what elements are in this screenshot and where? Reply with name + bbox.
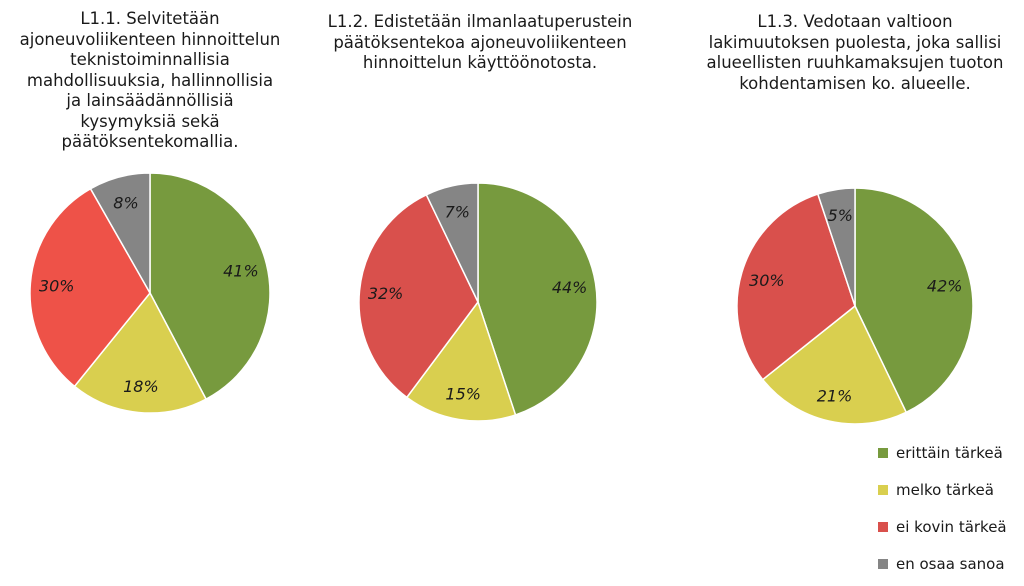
pie-slice-ei-kovin-tarkea — [29, 187, 151, 388]
pie-slice-erittain-tarkea — [854, 187, 974, 414]
data-label-erittain-tarkea: 44% — [552, 278, 588, 297]
data-label-ei-kovin-tarkea: 32% — [368, 284, 404, 303]
title-line: mahdollisuuksia, hallinnollisia — [26, 70, 274, 90]
legend-label: en osaa sanoa — [896, 555, 1005, 573]
data-label-en-osaa-sanoa: 7% — [445, 203, 470, 222]
pie-slice-erittain-tarkea — [149, 172, 271, 401]
legend-item-melko-tarkea: melko tärkeä — [878, 475, 1024, 505]
legend-item-ei-kovin-tarkea: ei kovin tärkeä — [878, 512, 1024, 542]
title-line: ajoneuvoliikenteen hinnoittelun — [19, 29, 281, 49]
pie-slice-ei-kovin-tarkea — [358, 193, 479, 399]
title-line: teknistoiminnallisia — [70, 50, 230, 69]
title-line: L1.3. Vedotaan valtioon — [757, 12, 953, 31]
legend-label: erittäin tärkeä — [896, 444, 1003, 462]
pie-charts: 41% 18% 30% 8% 44% 15% 32% 7% 42% 21% 30% 5% — [29, 172, 974, 425]
chart-title-3: L1.3. Vedotaan valtioon lakimuutoksen pu… — [680, 12, 1024, 94]
legend-swatch — [878, 448, 888, 458]
legend-label: melko tärkeä — [896, 481, 994, 499]
title-line: hinnoittelun käyttöönotosta. — [362, 53, 598, 72]
title-line: lakimuutoksen puolesta, joka sallisi — [708, 32, 1002, 52]
title-line: L1.1. Selvitetään — [80, 9, 220, 28]
title-line: päätöksentekomallia. — [61, 132, 239, 151]
pie-slice-melko-tarkea — [405, 300, 517, 422]
legend-item-erittain-tarkea: erittäin tärkeä — [878, 438, 1024, 468]
data-label-melko-tarkea: 15% — [445, 385, 481, 404]
title-line: L1.2. Edistetään ilmanlaatuperustein — [327, 12, 633, 31]
legend-swatch — [878, 559, 888, 569]
pie-slice-erittain-tarkea — [477, 182, 598, 416]
legend-item-en-osaa-sanoa: en osaa sanoa — [878, 549, 1024, 579]
pie-chart-2: 44% 15% 32% 7% — [358, 182, 598, 422]
data-label-ei-kovin-tarkea: 30% — [39, 276, 75, 295]
pie-chart-1: 41% 18% 30% 8% — [29, 172, 271, 414]
title-line: ja lainsäädännöllisiä — [66, 91, 234, 110]
title-line: päätöksentekoa ajoneuvoliikenteen — [333, 32, 627, 52]
chart-title-1: L1.1. Selvitetään ajoneuvoliikenteen hin… — [0, 9, 300, 153]
title-line: kysymyksiä sekä — [80, 111, 220, 131]
pie-chart-3: 42% 21% 30% 5% — [736, 187, 974, 425]
legend-swatch — [878, 522, 888, 532]
title-line: alueellisten ruuhkamaksujen tuoton — [706, 53, 1004, 72]
data-label-ei-kovin-tarkea: 30% — [749, 271, 785, 290]
data-label-erittain-tarkea: 41% — [223, 262, 259, 281]
data-label-erittain-tarkea: 42% — [927, 277, 963, 296]
legend: erittäin tärkeä melko tärkeä ei kovin tä… — [878, 438, 1024, 586]
data-label-en-osaa-sanoa: 8% — [113, 194, 138, 213]
pie-slice-ei-kovin-tarkea — [736, 193, 856, 381]
chart-title-2: L1.2. Edistetään ilmanlaatuperustein pää… — [320, 12, 640, 74]
pie-slice-en-osaa-sanoa — [425, 182, 479, 303]
data-label-melko-tarkea: 21% — [817, 387, 853, 406]
pie-slice-melko-tarkea — [761, 304, 908, 425]
pie-slice-en-osaa-sanoa — [816, 187, 856, 307]
data-label-melko-tarkea: 18% — [123, 377, 159, 396]
legend-label: ei kovin tärkeä — [896, 518, 1007, 536]
pie-slice-en-osaa-sanoa — [89, 172, 151, 296]
pie-slice-melko-tarkea — [73, 291, 208, 414]
title-line: kohdentamisen ko. alueelle. — [739, 73, 971, 93]
legend-swatch — [878, 485, 888, 495]
data-label-en-osaa-sanoa: 5% — [828, 206, 853, 225]
